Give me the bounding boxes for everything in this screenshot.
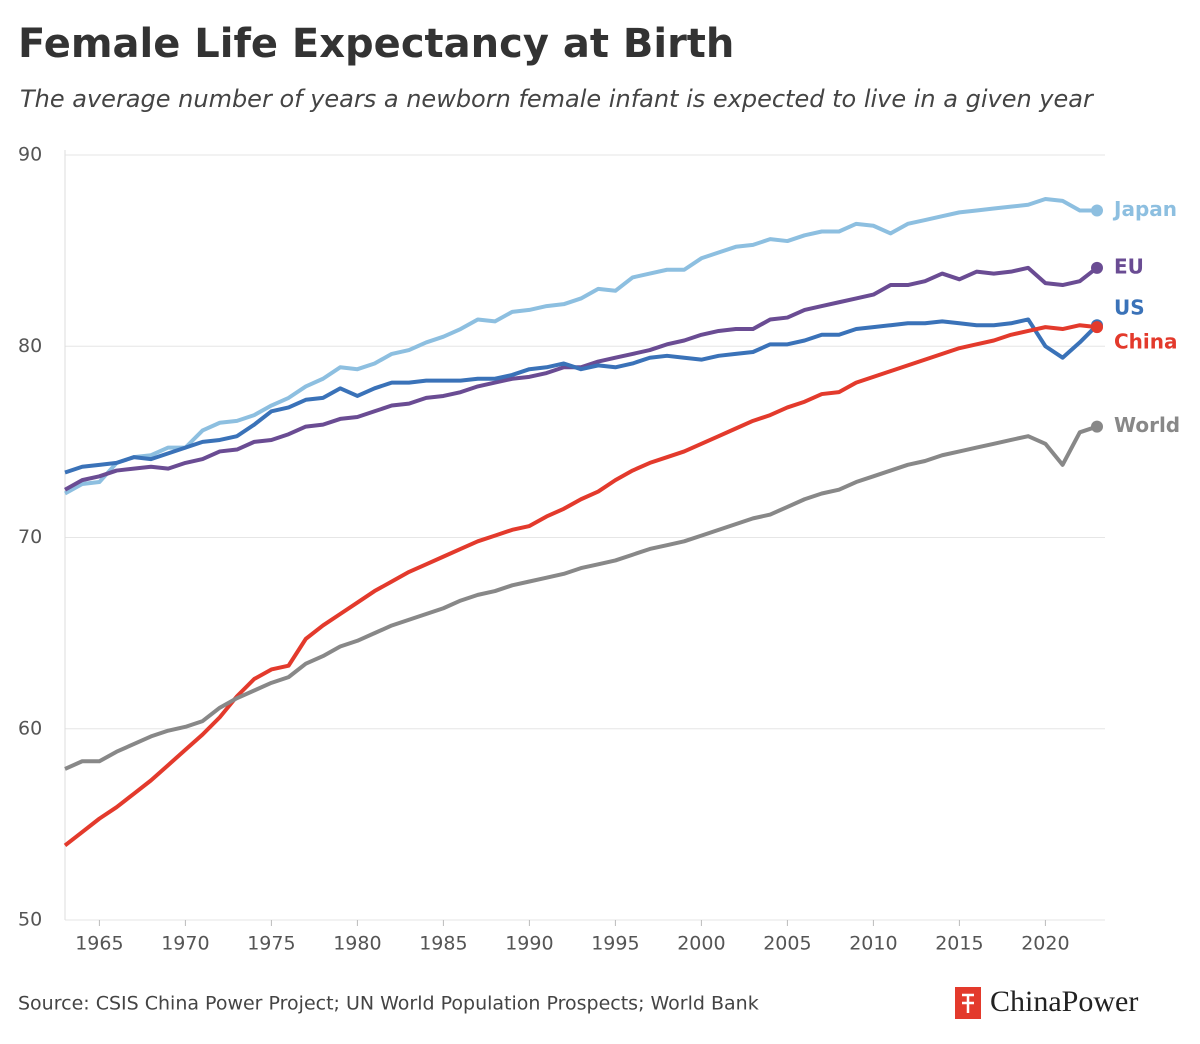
- end-point: [1091, 321, 1103, 334]
- y-tick-label: 60: [18, 717, 42, 739]
- x-tick-label: 1990: [505, 933, 553, 955]
- series-line: [64, 317, 1099, 475]
- x-tick-label: 2020: [1021, 933, 1069, 955]
- legend-label: Japan: [1112, 197, 1177, 221]
- logo-glyph: [962, 993, 974, 1013]
- legend-label: US: [1114, 296, 1145, 320]
- chart-subtitle: The average number of years a newborn fe…: [20, 85, 1095, 113]
- source-note: Source: CSIS China Power Project; UN Wor…: [18, 993, 759, 1015]
- x-tick-label: 1970: [161, 933, 209, 955]
- series-line: [64, 424, 1098, 771]
- series-line: [64, 196, 1097, 496]
- end-point: [1091, 261, 1103, 274]
- brand-logo: ChinaPower: [955, 985, 1138, 1019]
- y-tick-label: 90: [18, 144, 42, 166]
- end-point: [1091, 204, 1103, 217]
- legend-label: EU: [1114, 254, 1144, 278]
- legend-label: China: [1114, 330, 1178, 354]
- y-tick-label: 50: [18, 909, 42, 931]
- x-tick-label: 1995: [591, 933, 639, 955]
- chart-title: Female Life Expectancy at Birth: [18, 21, 734, 67]
- brand-name: ChinaPower: [990, 985, 1138, 1018]
- series-line: [63, 323, 1098, 847]
- y-tick-label: 80: [18, 335, 42, 357]
- x-tick-label: 2000: [677, 933, 725, 955]
- x-tick-label: 1985: [419, 933, 467, 955]
- x-tick-label: 2010: [849, 933, 897, 955]
- x-tick-label: 1975: [247, 933, 295, 955]
- x-tick-label: 1980: [333, 933, 381, 955]
- x-tick-label: 1965: [75, 933, 123, 955]
- end-point: [1091, 420, 1103, 433]
- x-tick-label: 2005: [763, 933, 811, 955]
- y-tick-label: 70: [18, 526, 42, 548]
- legend-label: World: [1114, 413, 1180, 437]
- x-tick-label: 2015: [935, 933, 983, 955]
